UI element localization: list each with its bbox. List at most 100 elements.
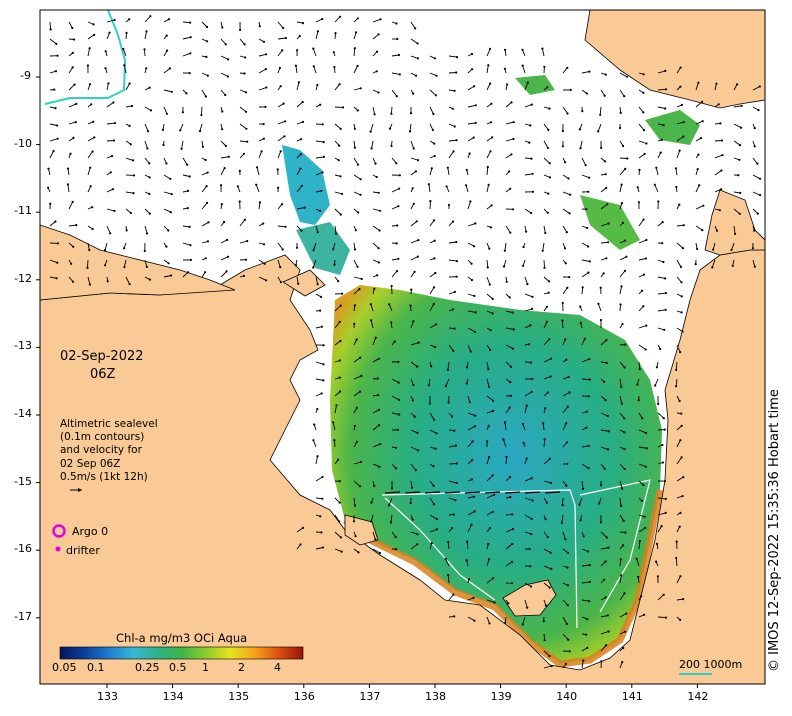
velocity-arrow xyxy=(581,581,590,584)
velocity-arrowhead xyxy=(162,143,165,147)
velocity-arrowhead xyxy=(758,85,761,88)
velocity-arrowhead xyxy=(321,546,325,549)
velocity-arrowhead xyxy=(487,456,491,459)
velocity-arrowhead xyxy=(493,601,496,604)
argo-marker-icon xyxy=(52,524,66,538)
velocity-arrowhead xyxy=(396,37,399,41)
velocity-arrowhead xyxy=(642,91,645,94)
velocity-arrow xyxy=(125,157,134,161)
velocity-arrowhead xyxy=(451,107,454,110)
velocity-arrow xyxy=(619,514,625,522)
velocity-arrowhead xyxy=(660,525,663,528)
velocity-arrow xyxy=(486,559,490,567)
velocity-arrowhead xyxy=(622,519,625,523)
velocity-arrow xyxy=(315,276,319,285)
velocity-arrow xyxy=(619,168,626,176)
velocity-arrowhead xyxy=(221,128,224,131)
velocity-arrow xyxy=(391,378,399,383)
velocity-arrowhead xyxy=(585,426,588,429)
velocity-arrowhead xyxy=(300,229,303,232)
velocity-arrowhead xyxy=(529,565,532,568)
velocity-arrowhead xyxy=(433,418,436,421)
velocity-arrowhead xyxy=(335,404,338,407)
velocity-arrowhead xyxy=(642,129,646,132)
x-tick-label: 134 xyxy=(162,690,184,703)
velocity-arrowhead xyxy=(167,262,170,265)
velocity-arrowhead xyxy=(189,52,192,55)
velocity-arrow xyxy=(315,378,324,381)
velocity-arrowhead xyxy=(415,74,418,77)
velocity-arrowhead xyxy=(508,296,511,299)
velocity-arrow xyxy=(657,512,666,516)
velocity-arrow xyxy=(312,440,317,448)
velocity-arrow xyxy=(505,528,514,533)
velocity-arrow xyxy=(619,270,626,278)
velocity-arrowhead xyxy=(548,107,551,110)
velocity-arrowhead xyxy=(621,487,624,490)
velocity-arrowhead xyxy=(681,495,684,498)
velocity-arrowhead xyxy=(720,139,724,142)
velocity-arrowhead xyxy=(656,575,660,578)
velocity-arrow xyxy=(334,16,341,23)
velocity-arrowhead xyxy=(301,526,305,530)
velocity-arrow xyxy=(676,457,682,465)
velocity-arrowhead xyxy=(379,18,382,21)
velocity-arrowhead xyxy=(679,618,682,622)
velocity-arrowhead xyxy=(474,121,477,124)
velocity-arrowhead xyxy=(587,190,590,193)
velocity-arrowhead xyxy=(488,622,491,625)
velocity-arrowhead xyxy=(550,357,553,360)
colorbar-tick-label: 1 xyxy=(202,661,209,674)
velocity-arrow xyxy=(638,527,646,533)
velocity-arrowhead xyxy=(205,55,208,59)
velocity-arrowhead xyxy=(312,65,315,68)
velocity-arrow xyxy=(524,308,533,312)
velocity-arrow xyxy=(49,150,54,159)
velocity-arrowhead xyxy=(473,245,476,248)
velocity-arrowhead xyxy=(547,280,551,283)
velocity-arrow xyxy=(561,514,564,523)
velocity-arrowhead xyxy=(279,85,282,88)
velocity-arrowhead xyxy=(640,595,643,598)
description-line: Altimetric sealevel xyxy=(60,418,158,430)
velocity-arrow xyxy=(543,140,549,149)
velocity-arrowhead xyxy=(279,266,282,269)
velocity-arrowhead xyxy=(390,144,393,148)
velocity-arrowhead xyxy=(280,203,284,206)
velocity-arrowhead xyxy=(339,175,342,178)
velocity-arrowhead xyxy=(472,596,475,600)
velocity-arrowhead xyxy=(489,47,492,51)
velocity-arrowhead xyxy=(682,135,685,138)
velocity-arrow xyxy=(296,168,301,176)
velocity-arrowhead xyxy=(321,17,324,21)
velocity-arrowhead xyxy=(54,220,57,223)
velocity-arrowhead xyxy=(607,430,611,433)
velocity-arrow-strong xyxy=(424,491,441,494)
velocity-arrowhead xyxy=(563,247,567,250)
velocity-arrowhead xyxy=(283,135,286,138)
velocity-arrowhead xyxy=(72,245,75,248)
velocity-arrowhead xyxy=(597,302,600,305)
velocity-arrowhead xyxy=(758,177,762,180)
velocity-arrowhead xyxy=(486,440,489,443)
velocity-arrow xyxy=(315,547,324,550)
velocity-arrow xyxy=(486,395,494,402)
velocity-arrowhead xyxy=(588,260,591,263)
velocity-arrowhead xyxy=(455,275,458,278)
velocity-arrow xyxy=(312,48,317,57)
velocity-arrowhead xyxy=(529,585,533,588)
velocity-arrow xyxy=(333,440,336,448)
x-tick-label: 135 xyxy=(228,690,250,703)
velocity-arrow xyxy=(258,53,267,57)
velocity-arrowhead xyxy=(206,40,209,43)
velocity-arrowhead xyxy=(512,137,515,141)
velocity-arrowhead xyxy=(279,150,282,153)
velocity-arrow xyxy=(49,138,58,142)
velocity-arrow xyxy=(486,151,491,159)
velocity-arrowhead xyxy=(662,593,665,596)
velocity-arrowhead xyxy=(679,575,682,578)
velocity-arrowhead xyxy=(56,137,59,140)
velocity-arrowhead xyxy=(353,127,356,130)
velocity-arrow xyxy=(597,303,602,312)
velocity-arrowhead xyxy=(417,449,420,452)
